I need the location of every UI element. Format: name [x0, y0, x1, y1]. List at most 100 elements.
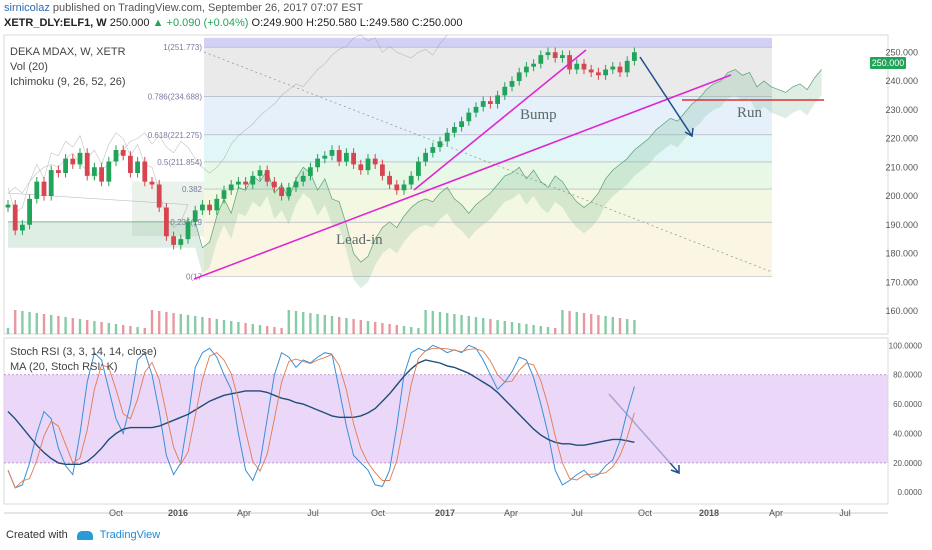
volume-bar	[215, 319, 218, 334]
forecast-arrowhead-main	[684, 127, 694, 138]
volume-bar	[302, 312, 305, 334]
stoch-band	[4, 374, 888, 463]
volume-bar	[460, 315, 463, 334]
stoch-tick-label: 40.0000	[893, 429, 922, 438]
tradingview-link[interactable]: TradingView	[99, 529, 161, 541]
time-tick-label: Jul	[307, 508, 319, 518]
price-tick-label: 210.000	[885, 162, 918, 172]
volume-bar	[604, 316, 607, 334]
candle-body	[243, 181, 248, 185]
volume-bar	[280, 328, 283, 334]
stoch-k-line	[7, 344, 635, 489]
volume-bar	[143, 328, 146, 334]
volume-bar	[258, 325, 262, 334]
ichimoku-lagging-span	[7, 34, 448, 229]
candle-body	[264, 170, 270, 182]
run-annotation: Run	[737, 105, 763, 121]
candle-body	[545, 52, 551, 56]
candle-body	[142, 161, 148, 182]
time-tick-label: Jul	[571, 508, 583, 518]
candle-body	[329, 150, 335, 156]
forecast-arrow-main	[639, 56, 693, 137]
ma-legend: MA (20, Stoch RSI: K)	[10, 361, 118, 373]
candle-body	[452, 127, 457, 133]
stoch-tick-label: 0.0000	[898, 488, 923, 497]
candle-body	[596, 72, 601, 76]
candle-body	[567, 55, 572, 70]
ichimoku-cloud	[8, 69, 822, 288]
candle-body	[581, 63, 587, 70]
volume-bar	[561, 310, 564, 334]
volume-bar	[6, 328, 10, 334]
volume-bar	[438, 312, 442, 334]
candle-body	[538, 55, 544, 64]
time-tick-label: Oct	[371, 508, 386, 518]
stoch-d-line	[7, 347, 635, 489]
candle-body	[41, 181, 47, 196]
stoch-legend: Stoch RSI (3, 3, 14, 14, close)	[10, 346, 157, 358]
main-legend-title: DEKA MDAX, W, XETR	[10, 46, 126, 58]
volume-bar	[503, 321, 506, 334]
candle-body	[48, 170, 54, 196]
candle-body	[488, 101, 493, 104]
candle-body	[365, 158, 371, 171]
candle-body	[459, 121, 464, 127]
volume-bar	[50, 315, 53, 334]
candle-body	[192, 210, 198, 222]
time-tick-label: Apr	[769, 508, 783, 518]
forecast-arrowhead-stoch	[670, 465, 680, 475]
volume-bar	[172, 313, 175, 334]
volume-bar	[316, 314, 319, 334]
volume-bar	[179, 314, 182, 334]
stoch-tick-label: 60.0000	[893, 400, 922, 409]
candle-body	[603, 69, 608, 76]
price-tick-label: 170.000	[885, 277, 918, 287]
author-link[interactable]: sirnicolaz	[4, 2, 50, 14]
candle-body	[293, 181, 299, 188]
volume-bar	[21, 311, 24, 334]
candle-body	[344, 152, 349, 162]
volume-bar	[28, 312, 31, 334]
candle-body	[164, 207, 169, 237]
volume-bar	[554, 328, 557, 334]
stoch-tick-label: 100.0000	[889, 341, 923, 350]
time-tick-label: 2018	[699, 508, 719, 518]
fib-zone-05-0382	[204, 161, 772, 190]
candle-body	[250, 175, 256, 185]
candle-body	[272, 181, 277, 188]
candle-body	[257, 170, 263, 176]
candle-body	[632, 52, 637, 61]
fib-label: 0.618(221.275)	[148, 131, 203, 140]
volume-bar	[618, 318, 622, 334]
fib-zone-1-0786	[204, 47, 772, 97]
candle-body	[416, 161, 421, 176]
candle-body	[84, 152, 90, 176]
volume-bar	[568, 311, 571, 334]
fib-label: 0(17	[186, 273, 203, 282]
candle-body	[423, 152, 428, 162]
volume-bar	[395, 325, 398, 334]
volume-bar	[57, 316, 60, 334]
stoch-tick-label: 80.0000	[893, 371, 922, 380]
volume-bar	[78, 319, 82, 334]
volume-bar	[237, 322, 240, 334]
volume-bar	[114, 324, 118, 334]
candle-body	[149, 181, 155, 185]
fib-zone-0236-0	[204, 222, 772, 277]
volume-bar	[122, 325, 125, 334]
volume-bar	[374, 322, 377, 334]
volume-bar	[294, 311, 298, 334]
candle-body	[156, 184, 162, 208]
footer: Created with TradingView	[6, 529, 160, 541]
candle-body	[207, 204, 212, 211]
volume-bar	[597, 315, 600, 334]
volume-bar	[633, 320, 636, 334]
candle-body	[315, 158, 320, 168]
volume-bar	[590, 314, 593, 334]
published-text: published on TradingView.com, September …	[52, 2, 363, 14]
candle-body	[20, 224, 25, 231]
candle-body	[171, 236, 176, 245]
candle-body	[430, 147, 436, 153]
